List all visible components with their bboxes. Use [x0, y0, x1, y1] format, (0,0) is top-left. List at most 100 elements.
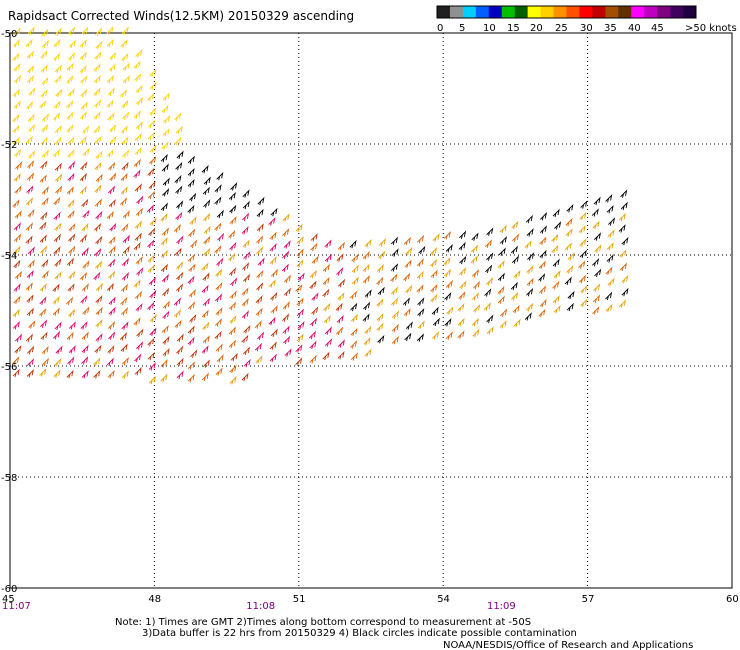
- wind-barb: [68, 39, 76, 49]
- wind-barb: [53, 38, 61, 48]
- wind-barb: [108, 306, 116, 316]
- wind-barb: [350, 327, 358, 337]
- wind-barb: [270, 328, 278, 338]
- wind-barb: [201, 164, 209, 174]
- wind-barb: [391, 335, 399, 345]
- wind-barb: [68, 223, 76, 232]
- wind-barb: [135, 303, 143, 312]
- wind-barb: [94, 184, 102, 194]
- wind-barb: [203, 225, 211, 235]
- wind-barb: [28, 320, 36, 329]
- wind-barb: [565, 228, 573, 237]
- wind-barb: [26, 307, 34, 317]
- wind-barb: [176, 333, 184, 343]
- wind-barb: [136, 328, 144, 338]
- wind-barb: [376, 298, 384, 307]
- wind-barb: [486, 314, 494, 324]
- wind-barb: [41, 258, 49, 268]
- wind-barb: [95, 260, 103, 270]
- wind-barb: [228, 339, 236, 349]
- wind-barb: [268, 316, 276, 326]
- wind-barb: [457, 330, 465, 339]
- wind-barb: [593, 283, 601, 292]
- wind-barb: [430, 269, 438, 279]
- wind-barb: [470, 244, 479, 254]
- wind-barb: [66, 369, 74, 379]
- wind-barb: [66, 111, 74, 121]
- wind-barb: [607, 277, 615, 287]
- wind-barb: [511, 291, 519, 301]
- wind-barb: [243, 251, 251, 260]
- wind-barb: [41, 28, 49, 37]
- legend-swatch: [579, 6, 593, 18]
- wind-barb: [107, 112, 115, 121]
- wind-barb: [106, 357, 114, 367]
- wind-barb: [108, 161, 116, 171]
- wind-barb: [13, 283, 21, 292]
- wind-barb: [417, 307, 425, 317]
- wind-barb: [499, 224, 507, 234]
- wind-barb: [107, 87, 115, 96]
- wind-barb: [256, 235, 264, 244]
- wind-barb: [135, 256, 143, 265]
- wind-barb: [229, 364, 237, 374]
- wind-barb: [243, 273, 251, 283]
- legend-label: 40: [628, 23, 641, 34]
- wind-barb: [390, 236, 399, 246]
- wind-barb: [107, 345, 115, 354]
- wind-barb: [54, 74, 62, 84]
- wind-barb: [14, 185, 22, 194]
- wind-barb: [351, 253, 359, 263]
- wind-barb: [282, 325, 290, 334]
- wind-barb: [446, 306, 454, 315]
- wind-barb: [108, 331, 116, 340]
- wind-barb: [217, 232, 225, 242]
- wind-barb: [39, 234, 47, 243]
- wind-barb: [68, 345, 76, 354]
- wind-barb: [605, 194, 613, 203]
- wind-barb: [390, 273, 398, 282]
- wind-barb: [40, 211, 48, 220]
- wind-barb: [620, 189, 628, 198]
- wind-barb: [362, 313, 370, 322]
- axis-labels: 45 48 51 54 57 60 -50 -52 -54 -56 -58 -60: [1, 29, 739, 605]
- wind-barb: [551, 233, 559, 243]
- wind-barb: [173, 297, 181, 306]
- wind-barb: [552, 258, 560, 268]
- wind-barb: [12, 113, 20, 123]
- wind-barb: [296, 333, 304, 343]
- wind-barb: [471, 317, 479, 327]
- wind-barb: [93, 369, 101, 379]
- wind-barb: [82, 209, 90, 219]
- wind-barb: [27, 246, 35, 255]
- legend-label: >50 knots: [685, 23, 737, 34]
- wind-barb: [284, 348, 292, 357]
- wind-barb: [122, 62, 130, 71]
- wind-barb: [66, 124, 74, 133]
- wind-barb: [539, 225, 547, 234]
- wind-barb: [554, 221, 562, 230]
- wind-barb: [25, 333, 33, 343]
- wind-barb: [79, 65, 87, 74]
- legend-label: 25: [555, 23, 568, 34]
- wind-barb: [404, 332, 412, 342]
- wind-barb: [486, 227, 494, 236]
- legend-swatch: [527, 6, 541, 18]
- wind-barb: [133, 60, 141, 70]
- wind-barb: [322, 288, 330, 298]
- legend-swatch: [449, 6, 464, 18]
- note-line-1: Note: 1) Times are GMT 2)Times along bot…: [115, 617, 531, 628]
- wind-barb: [81, 223, 89, 232]
- wind-barb: [175, 211, 183, 221]
- wind-barb: [134, 353, 142, 363]
- wind-barb: [229, 290, 237, 299]
- wind-barb: [323, 315, 331, 324]
- wind-barb: [14, 270, 23, 280]
- legend-label: 45: [651, 23, 664, 34]
- y-tick-label: -56: [1, 362, 17, 373]
- legend-swatch: [631, 6, 645, 18]
- wind-barb: [201, 262, 209, 271]
- wind-barb: [162, 347, 170, 357]
- wind-barb: [269, 341, 277, 350]
- wind-barb: [79, 172, 87, 182]
